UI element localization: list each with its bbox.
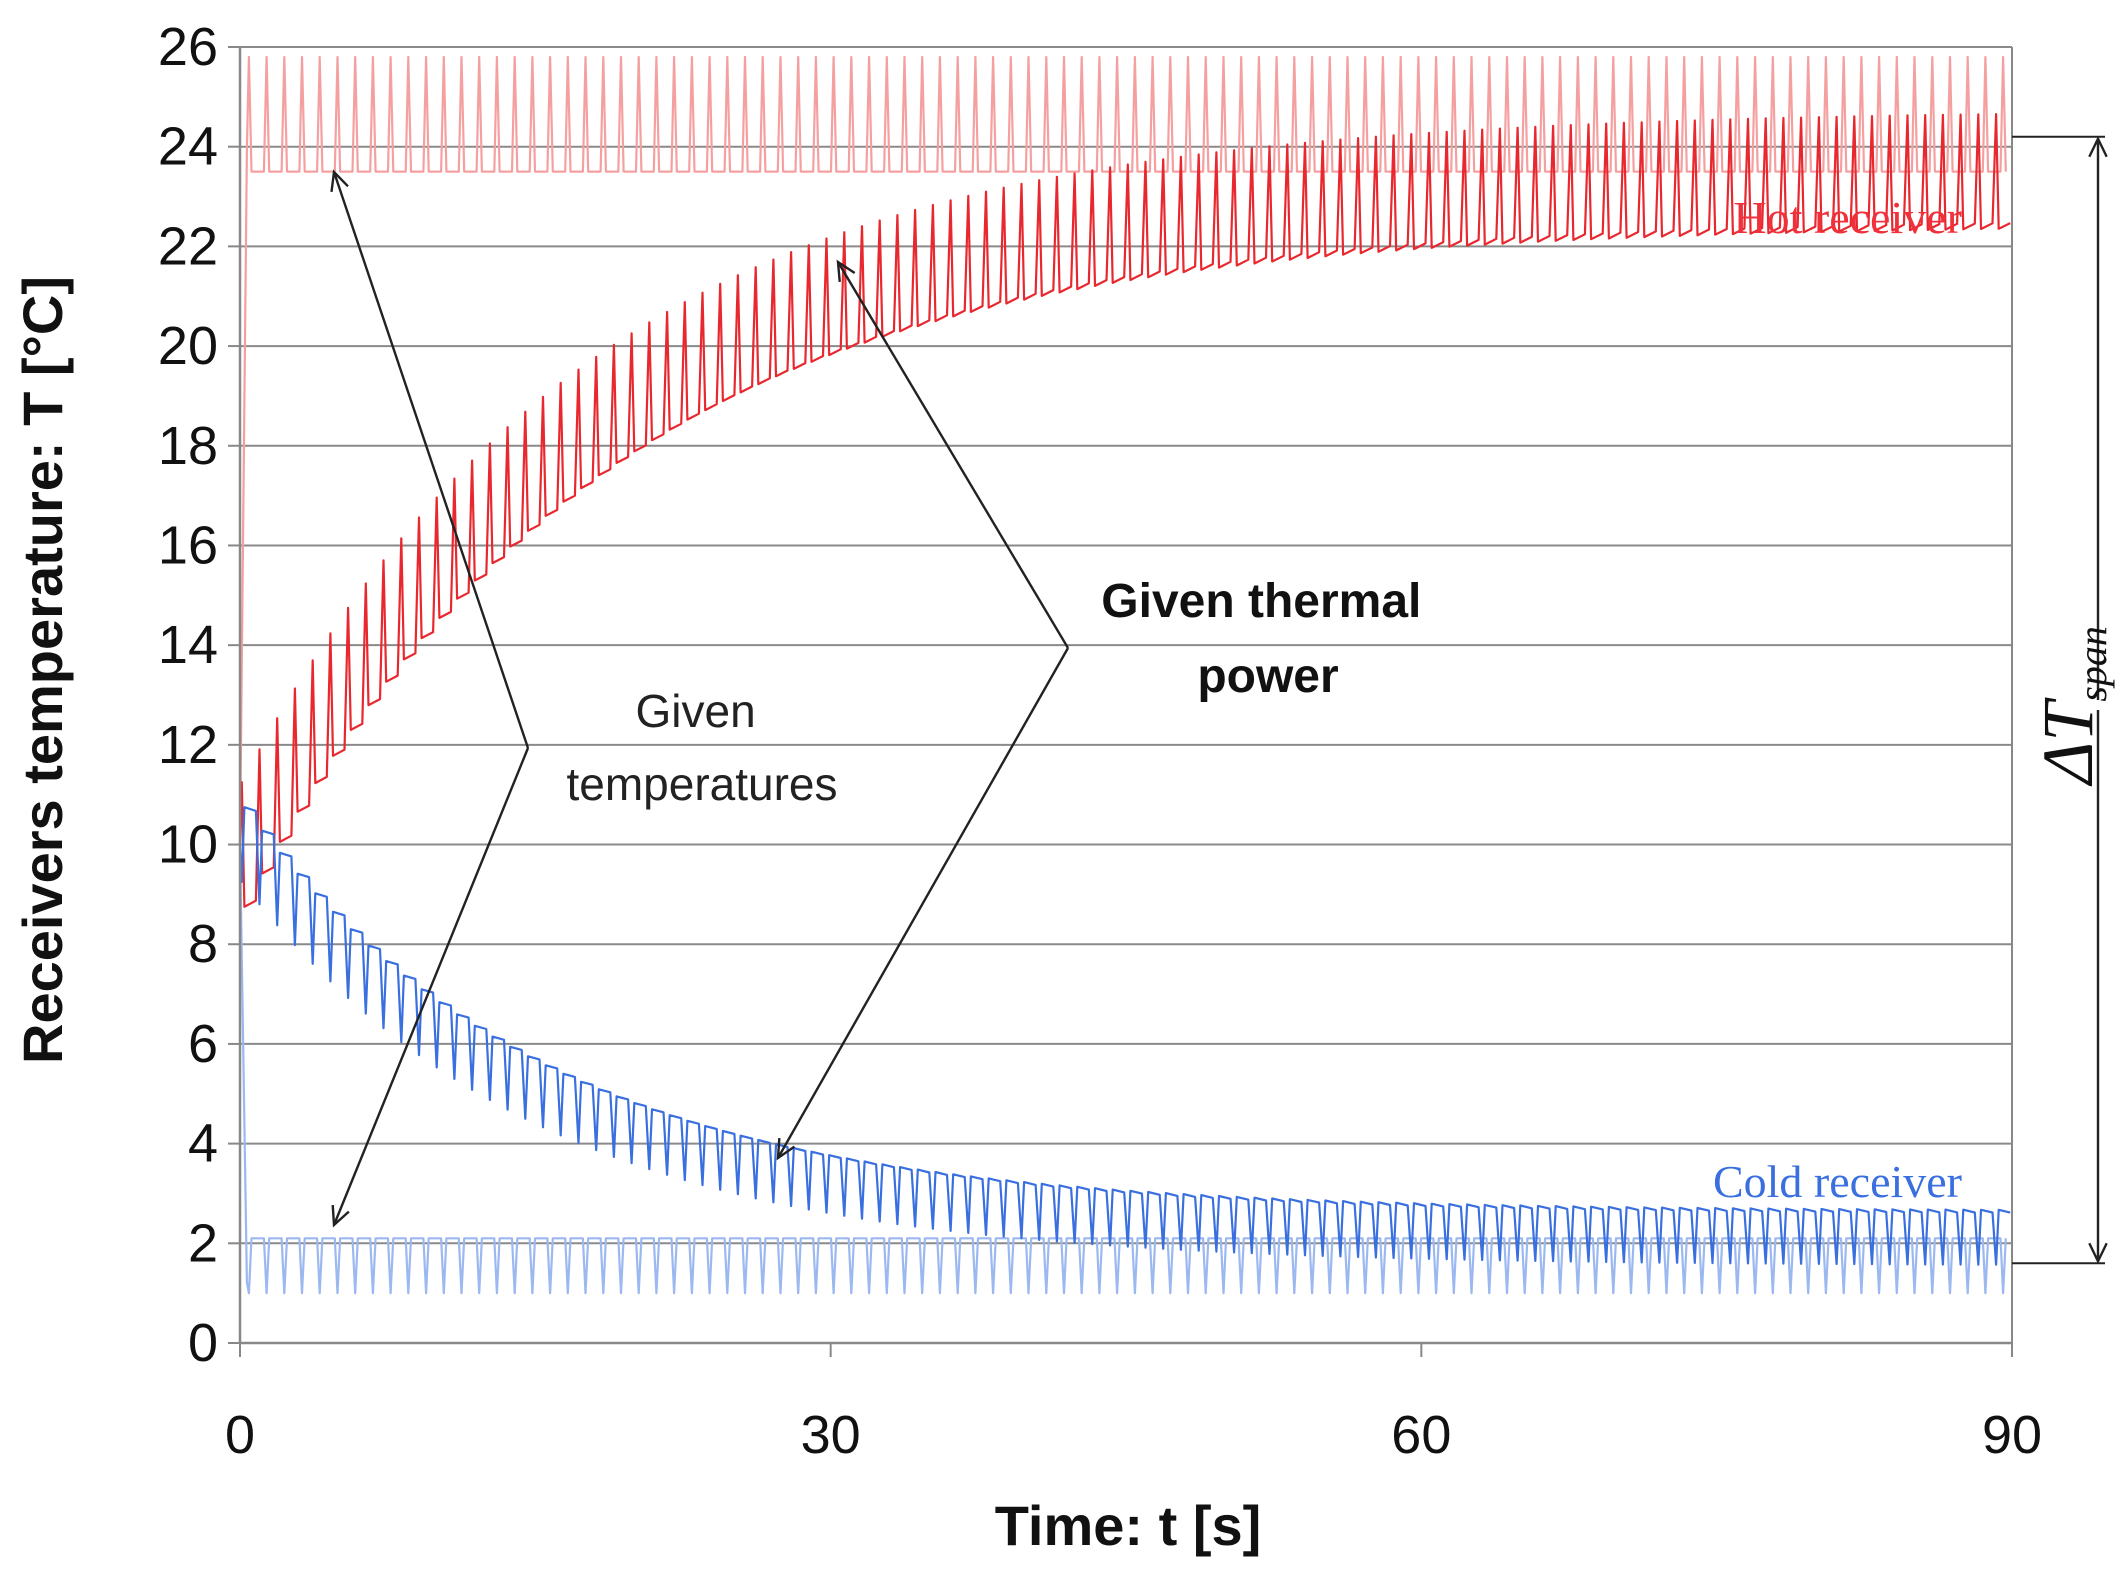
given-temperatures-label: Given temperatures <box>566 685 837 810</box>
series-line-0 <box>238 55 2007 845</box>
span-arrow-up-head <box>2088 135 2108 158</box>
series-layer <box>238 55 2011 1295</box>
series-line-3 <box>238 806 2011 1266</box>
x-axis-title: Time: t [s] <box>995 1494 1262 1557</box>
span-arrow-down-head <box>2088 1242 2108 1265</box>
x-tick-label-60: 60 <box>1391 1405 1451 1465</box>
y-axis-title: Receivers temperature: T [°C] <box>11 276 74 1064</box>
given-temperatures-line-2: temperatures <box>566 758 837 810</box>
given-thermal-power-arrow-hot-line <box>836 261 1070 649</box>
axis-layer <box>228 46 2013 1357</box>
y-tick-label-16: 16 <box>158 515 218 575</box>
given-temperatures-arrow-cold-line <box>332 747 530 1226</box>
y-tick-label-14: 14 <box>158 615 218 675</box>
y-tick-label-24: 24 <box>158 117 218 177</box>
y-tick-label-10: 10 <box>158 815 218 875</box>
delta-t-span-label: ΔTspan <box>2028 626 2115 787</box>
y-tick-label-26: 26 <box>158 17 218 77</box>
annotation-arrows <box>330 135 2108 1265</box>
series-line-1 <box>238 113 2011 908</box>
given-thermal-power-label: Given thermal power <box>1101 575 1434 703</box>
y-tick-label-12: 12 <box>158 715 218 775</box>
x-tick-label-90: 90 <box>1982 1405 2042 1465</box>
x-tick-label-0: 0 <box>225 1405 255 1465</box>
hot-receiver-label: Hot receiver <box>1733 192 1962 243</box>
given-thermal-power-line-1: Given thermal <box>1101 575 1421 628</box>
cold-receiver-label: Cold receiver <box>1713 1156 1962 1207</box>
given-thermal-power-arrow-hot-head <box>836 259 856 283</box>
y-tick-label-0: 0 <box>188 1313 218 1373</box>
given-temperatures-arrow-hot-line <box>332 171 530 749</box>
y-tick-label-20: 20 <box>158 316 218 376</box>
y-tick-label-8: 8 <box>188 914 218 974</box>
given-thermal-power-arrow-cold-head <box>776 1137 796 1161</box>
x-tick-label-30: 30 <box>801 1405 861 1465</box>
given-thermal-power-arrow-cold-line <box>776 647 1070 1159</box>
y-tick-label-6: 6 <box>188 1014 218 1074</box>
y-tick-label-2: 2 <box>188 1213 218 1273</box>
y-tick-label-22: 22 <box>158 216 218 276</box>
delta-t-symbol: ΔT <box>2028 697 2108 787</box>
given-temperatures-line-1: Given <box>636 685 756 737</box>
y-tick-label-4: 4 <box>188 1114 218 1174</box>
given-temperatures-arrow-hot-head <box>330 169 349 192</box>
grid-layer <box>240 46 2012 1344</box>
given-temperatures-arrow-cold-head <box>331 1204 350 1228</box>
y-tick-label-18: 18 <box>158 416 218 476</box>
svg-text:ΔTspan: ΔTspan <box>2028 626 2115 787</box>
series-line-2 <box>238 844 2007 1295</box>
given-thermal-power-line-2: power <box>1197 650 1338 703</box>
delta-t-subscript: span <box>2070 626 2115 702</box>
